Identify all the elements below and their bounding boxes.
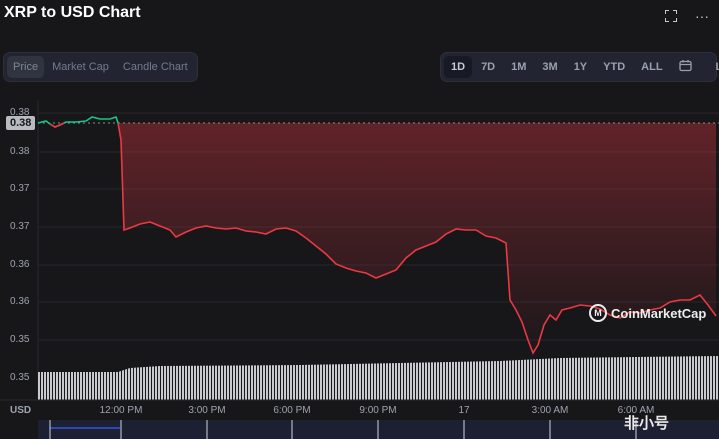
y-tick: 0.35 <box>10 334 30 345</box>
range-1m[interactable]: 1M <box>511 61 527 73</box>
x-tick: 12:00 PM <box>99 405 143 416</box>
site-watermark: 非小号 <box>624 415 670 432</box>
chart-title: XRP to USD Chart <box>4 4 141 21</box>
range-log[interactable]: LOG <box>715 61 719 73</box>
more-icon[interactable]: ··· <box>695 8 709 24</box>
y-tick: 0.37 <box>10 183 30 194</box>
coinmarketcap-logo-icon: M <box>589 304 607 322</box>
currency-label: USD <box>10 405 32 416</box>
y-tick: 0.35 <box>10 372 30 383</box>
range-7d[interactable]: 7D <box>481 61 496 73</box>
x-tick: 6:00 AM <box>617 405 655 416</box>
header-actions: ··· <box>665 8 709 24</box>
x-tick: 9:00 PM <box>359 405 397 416</box>
chart-type-tabs: Price Market Cap Candle Chart <box>3 52 198 82</box>
y-tick: 0.38 <box>10 107 30 118</box>
x-tick: 3:00 AM <box>531 405 569 416</box>
range-ytd[interactable]: YTD <box>603 61 626 73</box>
x-tick: 3:00 PM <box>188 405 226 416</box>
range-all[interactable]: ALL <box>641 61 663 73</box>
tab-candle-chart[interactable]: Candle Chart <box>122 61 188 73</box>
x-tick: 17 <box>458 405 470 416</box>
x-tick: 6:00 PM <box>273 405 311 416</box>
y-tick: 0.36 <box>10 259 30 270</box>
tab-price[interactable]: Price <box>7 56 45 78</box>
y-tick: 0.36 <box>10 296 30 307</box>
range-1d[interactable]: 1D <box>444 56 473 78</box>
fullscreen-icon[interactable] <box>665 10 677 22</box>
calendar-icon[interactable] <box>672 54 699 80</box>
current-price-tag: 0.38 <box>6 116 36 130</box>
tab-market-cap[interactable]: Market Cap <box>52 61 109 73</box>
range-3m[interactable]: 3M <box>542 61 558 73</box>
range-1y[interactable]: 1Y <box>573 61 588 73</box>
y-tick: 0.37 <box>10 221 30 232</box>
coinmarketcap-watermark: M CoinMarketCap <box>589 304 706 322</box>
range-tabs: 1D 7D 1M 3M 1Y YTD ALL LOG <box>440 52 719 82</box>
y-tick: 0.38 <box>10 146 30 157</box>
